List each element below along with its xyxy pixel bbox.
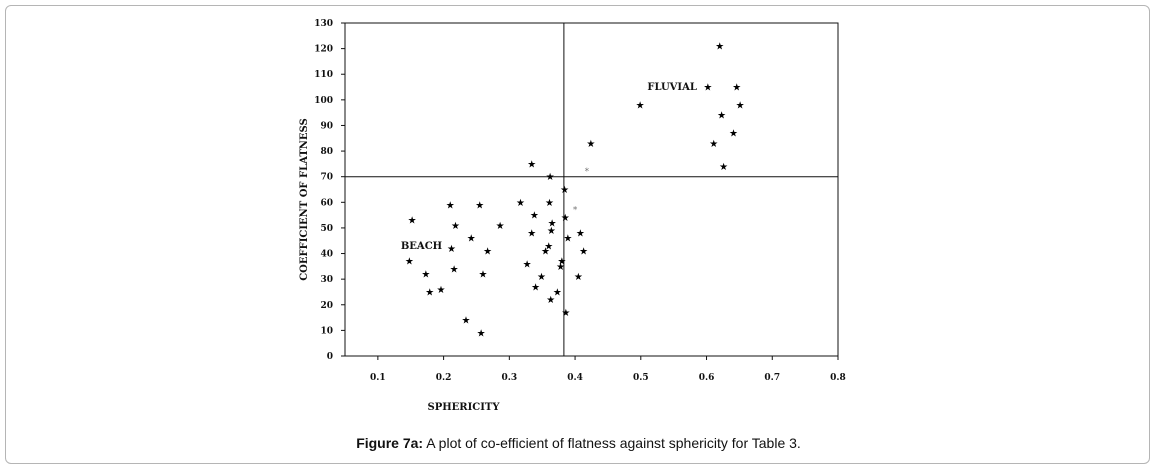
- x-tick-label: 0.1: [370, 373, 386, 383]
- data-point: ★: [450, 264, 459, 275]
- data-point: ★: [451, 221, 460, 232]
- y-axis-title: COEFFICIENT OF FLATNESS: [299, 118, 310, 281]
- data-point: ★: [446, 200, 455, 211]
- data-point: ★: [719, 162, 728, 173]
- data-point: ★: [548, 218, 557, 229]
- y-tick-label: 60: [320, 198, 333, 208]
- caption-text: A plot of co-efficient of flatness again…: [423, 435, 801, 451]
- data-point: ★: [523, 259, 532, 270]
- data-point: ★: [436, 285, 445, 296]
- data-point: ★: [557, 257, 566, 268]
- data-point: ★: [475, 200, 484, 211]
- data-point: ★: [561, 308, 570, 319]
- x-tick-label: 0.8: [830, 373, 846, 383]
- data-point: ★: [709, 139, 718, 150]
- figure-caption: Figure 7a: A plot of co-efficient of fla…: [0, 435, 1157, 451]
- y-tick-label: 110: [314, 70, 333, 80]
- y-tick-label: 90: [320, 121, 333, 131]
- data-point: ★: [467, 234, 476, 245]
- x-tick-label: 0.6: [699, 373, 715, 383]
- chart-axes: [344, 22, 839, 357]
- data-point: ★: [537, 272, 546, 283]
- data-point: ★: [729, 129, 738, 140]
- data-point: ★: [561, 213, 570, 224]
- y-tick-label: 20: [320, 301, 333, 311]
- y-tick-label: 120: [314, 45, 333, 55]
- data-point: ★: [405, 257, 414, 268]
- data-point: ★: [703, 83, 712, 94]
- y-tick-label: 130: [314, 19, 333, 29]
- chart-labels: FLUVIAL BEACH: [401, 82, 697, 252]
- region-label: FLUVIAL: [647, 82, 697, 93]
- data-point: ★: [527, 229, 536, 240]
- data-point: ★: [483, 246, 492, 257]
- data-point: ★: [715, 42, 724, 53]
- data-point-faint: *: [573, 205, 578, 215]
- data-point: ★: [544, 241, 553, 252]
- data-point: ★: [447, 244, 456, 255]
- x-tick-label: 0.3: [501, 373, 517, 383]
- data-point: ★: [496, 221, 505, 232]
- data-point-faint: *: [585, 167, 590, 177]
- data-point: ★: [736, 100, 745, 111]
- data-point: ★: [421, 270, 430, 281]
- data-point: ★: [556, 262, 565, 273]
- data-point: ★: [461, 316, 470, 327]
- y-tick-label: 50: [320, 224, 333, 234]
- data-point: ★: [546, 172, 555, 183]
- data-point: ★: [560, 185, 569, 196]
- data-point: ★: [477, 328, 486, 339]
- data-point: ★: [636, 100, 645, 111]
- y-tick-label: 0: [327, 352, 333, 362]
- data-point: ★: [531, 282, 540, 293]
- x-axis-title: SPHERICITY: [427, 402, 500, 413]
- data-point: ★: [530, 211, 539, 222]
- y-tick-label: 70: [320, 173, 333, 183]
- y-tick-label: 100: [314, 96, 333, 106]
- plot-frame: [344, 22, 839, 357]
- y-tick-label: 80: [320, 147, 333, 157]
- x-tick-label: 0.5: [633, 373, 649, 383]
- data-point: ★: [586, 139, 595, 150]
- y-tick-label: 10: [320, 326, 333, 336]
- data-points: ★ ★ ★ ★ ★ ★ ★ ★ ★ ★ ★ ★ ★ ★ ★ ★ ★ ★ ★ ★ ★ ★ ★ ★ ★ ★ ★ ★ ★ ★ ★ ★ ★ ★ ★ ★ ★ ★ ★ ★…: [405, 42, 745, 340]
- data-point: ★: [516, 198, 525, 209]
- data-point: ★: [479, 270, 488, 281]
- y-tick-label: 30: [320, 275, 333, 285]
- caption-label: Figure 7a:: [356, 435, 424, 451]
- data-point: ★: [732, 83, 741, 94]
- data-point: ★: [576, 229, 585, 240]
- data-point: ★: [408, 216, 417, 227]
- quadrant-dividers: [345, 23, 838, 356]
- data-point: ★: [563, 234, 572, 245]
- data-point: ★: [574, 272, 583, 283]
- region-label: BEACH: [401, 241, 442, 252]
- x-tick-label: 0.4: [567, 373, 583, 383]
- data-point: ★: [545, 198, 554, 209]
- data-point: ★: [527, 159, 536, 170]
- x-axis-ticks: 0.1 0.2 0.3 0.4 0.5 0.6 0.7 0.8: [370, 356, 846, 383]
- data-point: ★: [579, 246, 588, 257]
- data-point: ★: [546, 295, 555, 306]
- data-point: ★: [553, 287, 562, 298]
- x-tick-label: 0.2: [436, 373, 452, 383]
- y-tick-label: 40: [320, 250, 333, 260]
- data-point: ★: [547, 226, 556, 237]
- y-axis-ticks: 0 10 20 30 40 50 60 70 80 90 100 110 120 130: [314, 19, 345, 362]
- x-tick-label: 0.7: [764, 373, 780, 383]
- data-point: ★: [425, 287, 434, 298]
- data-point: ★: [717, 111, 726, 122]
- figure-frame: [5, 5, 1150, 464]
- data-point: ★: [541, 246, 550, 257]
